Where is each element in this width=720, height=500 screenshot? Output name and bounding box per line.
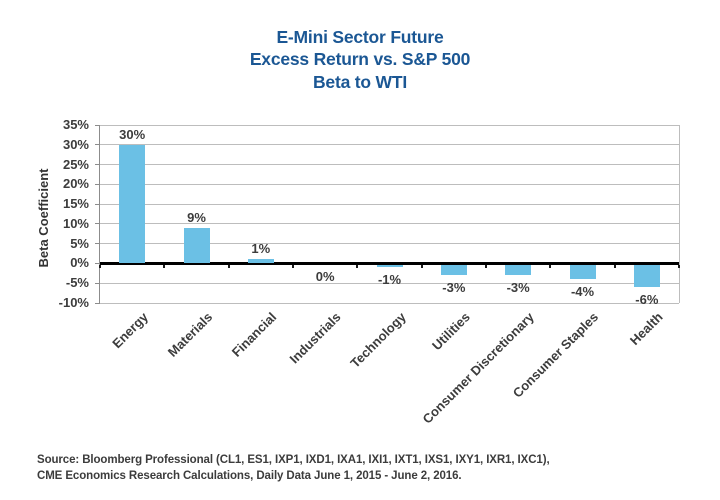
gridline bbox=[100, 243, 679, 245]
bar-value-label: -1% bbox=[377, 272, 402, 288]
x-axis-category-label: Consumer Discretionary bbox=[419, 309, 538, 427]
bar-value-label: 9% bbox=[187, 209, 206, 225]
y-axis-tick-mark bbox=[95, 203, 100, 205]
y-axis-tick-label: 15% bbox=[62, 196, 89, 212]
x-axis-category-label: Industrials bbox=[286, 309, 345, 367]
zero-axis-line bbox=[100, 261, 679, 265]
x-axis-category-label: Energy bbox=[109, 309, 152, 352]
bar-value-label: 30% bbox=[119, 126, 146, 142]
chart-title: E-Mini Sector Future Excess Return vs. S… bbox=[0, 26, 720, 93]
y-axis-line bbox=[99, 125, 100, 303]
y-axis-tick-mark bbox=[95, 243, 100, 245]
x-axis-category-label: Technology bbox=[346, 309, 409, 371]
bar-value-label: -6% bbox=[635, 292, 659, 308]
x-axis-tick-mark bbox=[163, 264, 166, 268]
bar-utilities bbox=[440, 264, 467, 276]
source-line1: Source: Bloomberg Professional (CL1, ES1… bbox=[37, 454, 550, 466]
bar-value-label: -4% bbox=[570, 284, 595, 300]
y-axis-tick-label: 35% bbox=[62, 117, 89, 132]
x-axis-tick-mark bbox=[613, 264, 616, 268]
source-note: Source: Bloomberg Professional (CL1, ES1… bbox=[37, 453, 550, 484]
x-axis-tick-mark bbox=[678, 264, 680, 268]
y-axis-tick-label: 30% bbox=[62, 136, 89, 152]
bar-energy bbox=[119, 144, 146, 264]
bar-materials bbox=[183, 227, 210, 264]
chart-title-line3: Beta to WTI bbox=[312, 71, 408, 92]
gridline bbox=[100, 282, 679, 284]
chart-title-line1: E-Mini Sector Future bbox=[276, 27, 444, 47]
x-axis-tick-mark bbox=[420, 264, 423, 268]
x-axis-category-label: Health bbox=[627, 309, 666, 348]
gridline bbox=[100, 183, 679, 185]
x-axis-category-label: Utilities bbox=[428, 309, 473, 354]
x-axis-tick-mark bbox=[549, 264, 552, 268]
chart-title-line2: Excess Return vs. S&P 500 bbox=[249, 49, 471, 70]
source-line2: CME Economics Research Calculations, Dai… bbox=[37, 469, 462, 482]
y-axis-tick-label: 0% bbox=[70, 255, 89, 271]
y-axis-tick-label: -5% bbox=[65, 275, 89, 291]
bar-value-label: 0% bbox=[315, 269, 335, 285]
y-axis-tick-mark bbox=[95, 124, 100, 126]
x-axis-tick-mark bbox=[99, 264, 101, 268]
gridline bbox=[100, 302, 679, 304]
x-axis-tick-mark bbox=[292, 264, 294, 268]
x-axis-tick-mark bbox=[485, 264, 487, 268]
bar-consumer-staples bbox=[569, 264, 596, 280]
y-axis-tick-label: 10% bbox=[62, 215, 89, 231]
gridline bbox=[100, 164, 679, 166]
gridline bbox=[100, 144, 679, 146]
y-axis-tick-mark bbox=[95, 282, 100, 284]
bar-financial bbox=[247, 259, 274, 264]
y-axis-tick-mark bbox=[95, 223, 100, 225]
y-axis-tick-label: -10% bbox=[58, 295, 89, 310]
bar-consumer-discretionary bbox=[505, 264, 532, 276]
y-axis-tick-mark bbox=[95, 164, 100, 166]
bar-value-label: -3% bbox=[506, 280, 530, 296]
gridline bbox=[100, 203, 679, 205]
x-axis-tick-mark bbox=[227, 264, 230, 268]
x-axis-category-label: Materials bbox=[164, 309, 216, 360]
bar-health bbox=[633, 264, 660, 288]
y-axis-tick-mark bbox=[95, 183, 100, 185]
y-axis-tick-mark bbox=[95, 262, 100, 264]
y-axis-tick-label: 5% bbox=[70, 235, 89, 251]
y-axis-tick-label: 20% bbox=[62, 176, 89, 192]
bar-technology bbox=[376, 264, 403, 268]
x-axis-category-label: Financial bbox=[229, 309, 280, 360]
plot-right-border bbox=[679, 125, 680, 303]
gridline bbox=[100, 124, 679, 126]
x-axis-tick-mark bbox=[356, 264, 359, 268]
bar-value-label: 1% bbox=[251, 241, 271, 257]
y-axis-tick-mark bbox=[95, 144, 100, 146]
y-axis-tick-mark bbox=[95, 302, 100, 304]
bar-value-label: -3% bbox=[442, 280, 466, 296]
gridline bbox=[100, 223, 679, 225]
y-axis-tick-label: 25% bbox=[62, 156, 89, 172]
